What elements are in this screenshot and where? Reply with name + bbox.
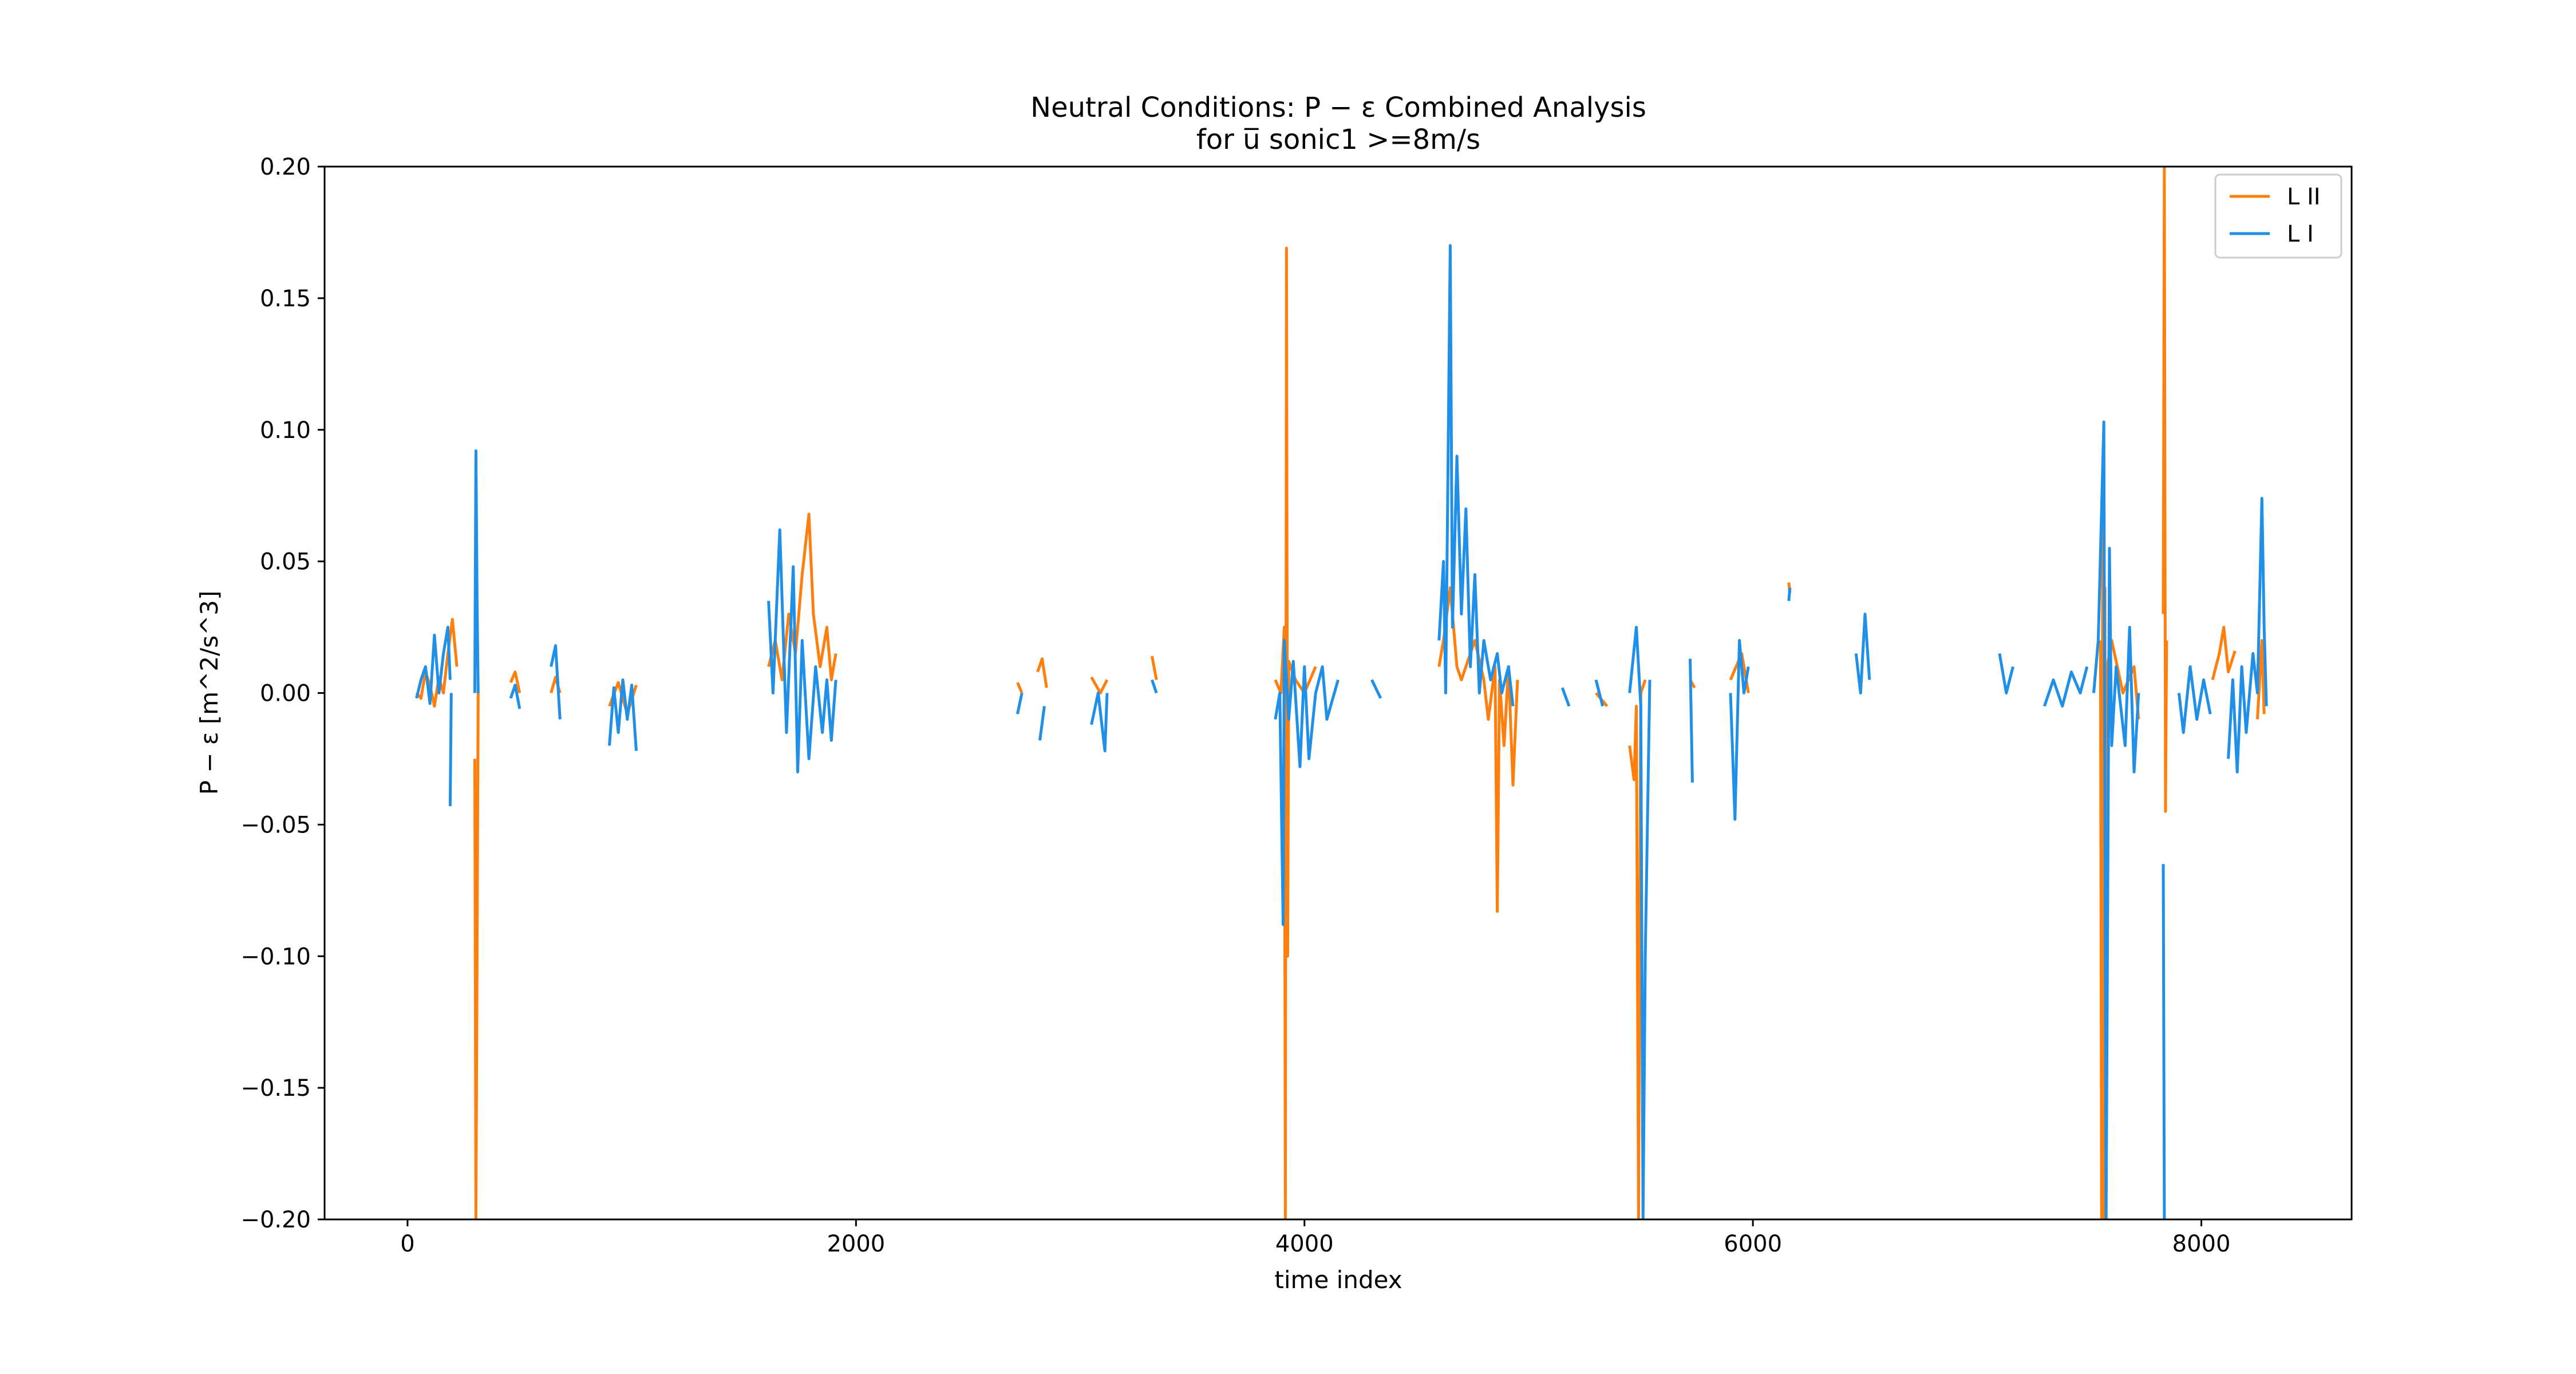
legend: L II L I — [2214, 173, 2342, 259]
x-tick-label: 0 — [400, 1231, 414, 1257]
chart-title-line1: Neutral Conditions: P − ε Combined Analy… — [1030, 92, 1646, 124]
legend-label-l1: L I — [2287, 221, 2314, 247]
series-line-segment — [509, 684, 521, 709]
chart-title-line2: for u̅ sonic1 >=8m/s — [1196, 124, 1480, 156]
series-line-segment — [1151, 679, 1158, 694]
series-line-segment — [1628, 679, 1647, 1219]
series-line-segment — [1150, 656, 1158, 680]
series-line-segment — [473, 693, 480, 1219]
y-tick-label: 0.00 — [260, 681, 311, 707]
series-line-segment — [1787, 587, 1792, 601]
series-line-segment — [767, 512, 837, 681]
series-line-segment — [1274, 639, 1340, 926]
series-line-segment — [1016, 692, 1024, 714]
series-line-segment — [1628, 626, 1652, 1219]
legend-label-l2: L II — [2287, 184, 2321, 210]
x-axis: 0 2000 4000 6000 8000 — [400, 1219, 2230, 1257]
series-line-segment — [2256, 639, 2266, 720]
series-line-segment — [1090, 692, 1109, 753]
series-line-segment — [1998, 653, 2014, 694]
series-l2 — [415, 167, 2266, 1219]
series-line-segment — [1594, 679, 1605, 707]
series-line-segment — [415, 626, 452, 705]
y-tick-label: −0.10 — [240, 943, 311, 970]
series-line-segment — [2162, 167, 2168, 813]
series-line-segment — [448, 693, 453, 807]
series-line-segment — [1689, 658, 1694, 783]
y-axis: 0.20 0.15 0.10 0.05 0.00 −0.05 −0.10 −0.15 −0.20 — [240, 154, 325, 1233]
y-axis-label: P − ε [m^2/s^3] — [195, 591, 223, 795]
x-tick-label: 6000 — [1724, 1231, 1782, 1257]
series-line-segment — [2092, 420, 2140, 1219]
y-tick-label: −0.05 — [240, 812, 311, 838]
series-line-segment — [1729, 639, 1750, 821]
series-layer — [415, 167, 2268, 1219]
series-line-segment — [1090, 676, 1109, 694]
series-line-segment — [550, 644, 562, 720]
series-line-segment — [415, 618, 459, 708]
series-l1 — [415, 244, 2268, 1219]
series-line-segment — [1274, 247, 1317, 1219]
series-line-segment — [2043, 666, 2089, 708]
legend-box — [2214, 173, 2342, 259]
series-line-segment — [2227, 496, 2268, 773]
x-axis-label: time index — [1274, 1266, 1402, 1294]
series-line-segment — [767, 528, 837, 773]
series-line-segment — [1038, 706, 1046, 741]
x-tick-label: 2000 — [827, 1231, 885, 1257]
series-line-segment — [2177, 665, 2212, 734]
y-tick-label: 0.05 — [260, 549, 311, 575]
series-line-segment — [1437, 244, 1515, 706]
y-tick-label: 0.10 — [260, 417, 311, 444]
x-tick-label: 4000 — [1275, 1231, 1334, 1257]
series-line-segment — [608, 678, 638, 751]
series-line-segment — [1854, 613, 1871, 694]
series-line-segment — [1016, 682, 1024, 694]
series-line-segment — [2211, 626, 2237, 681]
series-line-segment — [1560, 687, 1571, 707]
series-line-segment — [1370, 679, 1382, 699]
series-line-segment — [473, 449, 480, 693]
y-tick-label: −0.20 — [240, 1207, 311, 1233]
series-line-segment — [2162, 864, 2166, 1219]
y-tick-label: 0.20 — [260, 154, 311, 180]
series-line-segment — [1036, 657, 1048, 688]
x-tick-label: 8000 — [2172, 1231, 2231, 1257]
y-tick-label: −0.15 — [240, 1075, 311, 1101]
series-line-segment — [509, 670, 521, 694]
y-tick-label: 0.15 — [260, 286, 311, 312]
